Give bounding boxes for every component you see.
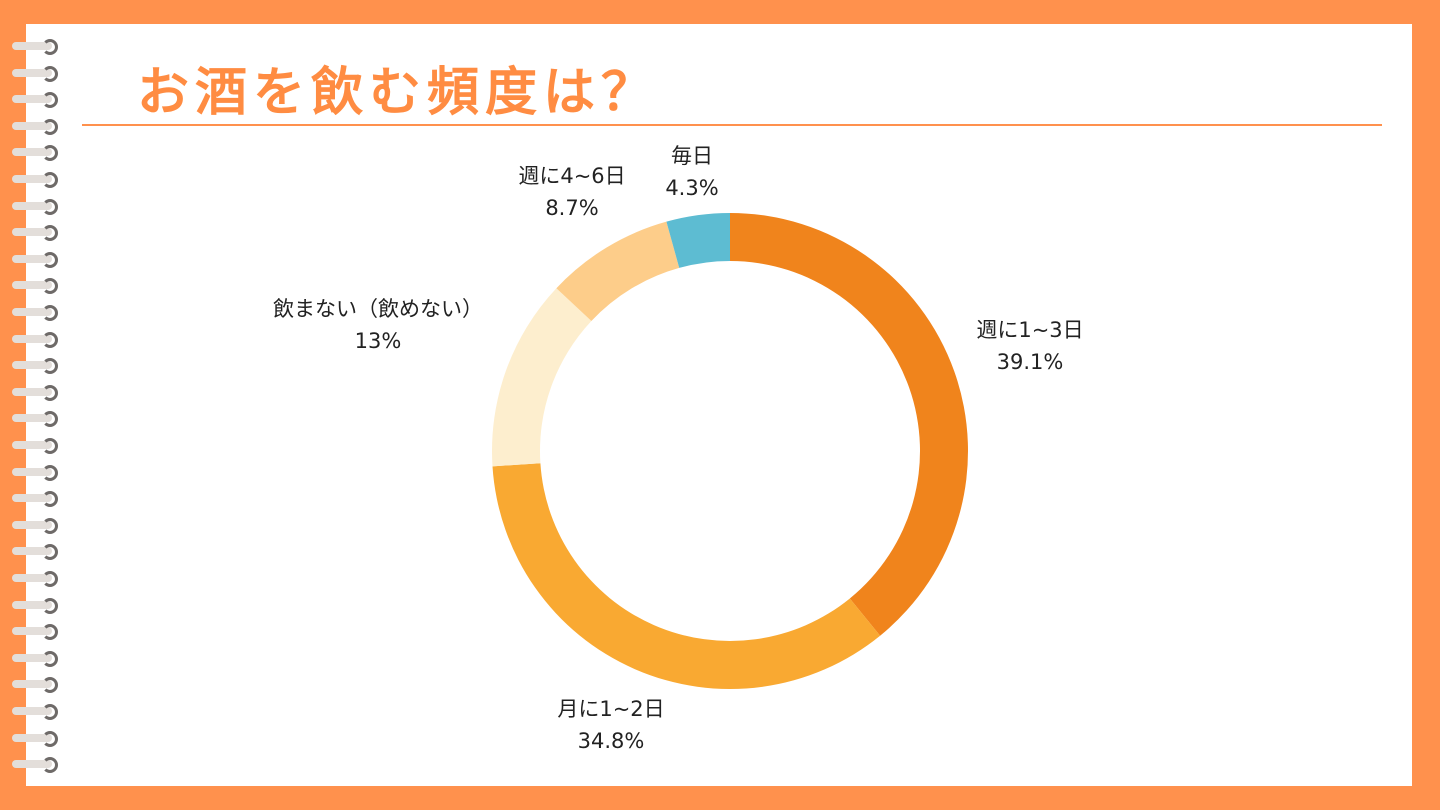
spiral-ring xyxy=(12,92,58,109)
spiral-ring xyxy=(12,225,58,242)
spiral-ring xyxy=(12,464,58,481)
spiral-ring xyxy=(12,677,58,694)
spiral-ring xyxy=(12,597,58,614)
chart-title: お酒を飲む頻度は？ xyxy=(137,63,660,123)
label-slice-4: 毎日 4.3% xyxy=(665,144,719,200)
spiral-ring xyxy=(12,624,58,641)
label-slice-0: 週に1~3日 39.1% xyxy=(976,318,1084,374)
spiral-ring xyxy=(12,251,58,268)
label-slice-2: 飲まない（飲めない） 13% xyxy=(273,297,483,353)
spiral-ring xyxy=(12,358,58,375)
spiral-ring xyxy=(12,118,58,135)
spiral-ring xyxy=(12,305,58,321)
spiral-ring xyxy=(12,145,58,162)
spiral-ring xyxy=(12,198,58,215)
spiral-ring xyxy=(12,730,58,747)
label-slice-3: 週に4~6日 8.7% xyxy=(518,164,626,220)
donut-slice-2 xyxy=(492,288,592,467)
spiral-ring xyxy=(12,491,58,508)
donut-slice-1 xyxy=(492,463,881,690)
spiral-ring xyxy=(12,571,58,587)
donut-slice-4 xyxy=(666,213,730,268)
spiral-ring xyxy=(12,65,58,82)
spiral-ring xyxy=(12,704,58,720)
spiral-ring xyxy=(12,278,58,295)
label-slice-1: 月に1~2日 34.8% xyxy=(557,697,665,753)
donut-slice-3 xyxy=(556,221,680,322)
donut-slice-0 xyxy=(730,213,969,636)
spiral-ring xyxy=(12,331,58,348)
spiral-ring xyxy=(12,517,58,534)
spiral-ring xyxy=(12,411,58,428)
spiral-ring xyxy=(12,757,58,774)
spiral-ring xyxy=(12,438,58,454)
spiral-ring xyxy=(12,39,58,55)
spiral-ring xyxy=(12,384,58,401)
spiral-ring xyxy=(12,172,58,188)
title-divider xyxy=(82,124,1382,126)
spiral-ring xyxy=(12,544,58,561)
spiral-ring xyxy=(12,650,58,667)
